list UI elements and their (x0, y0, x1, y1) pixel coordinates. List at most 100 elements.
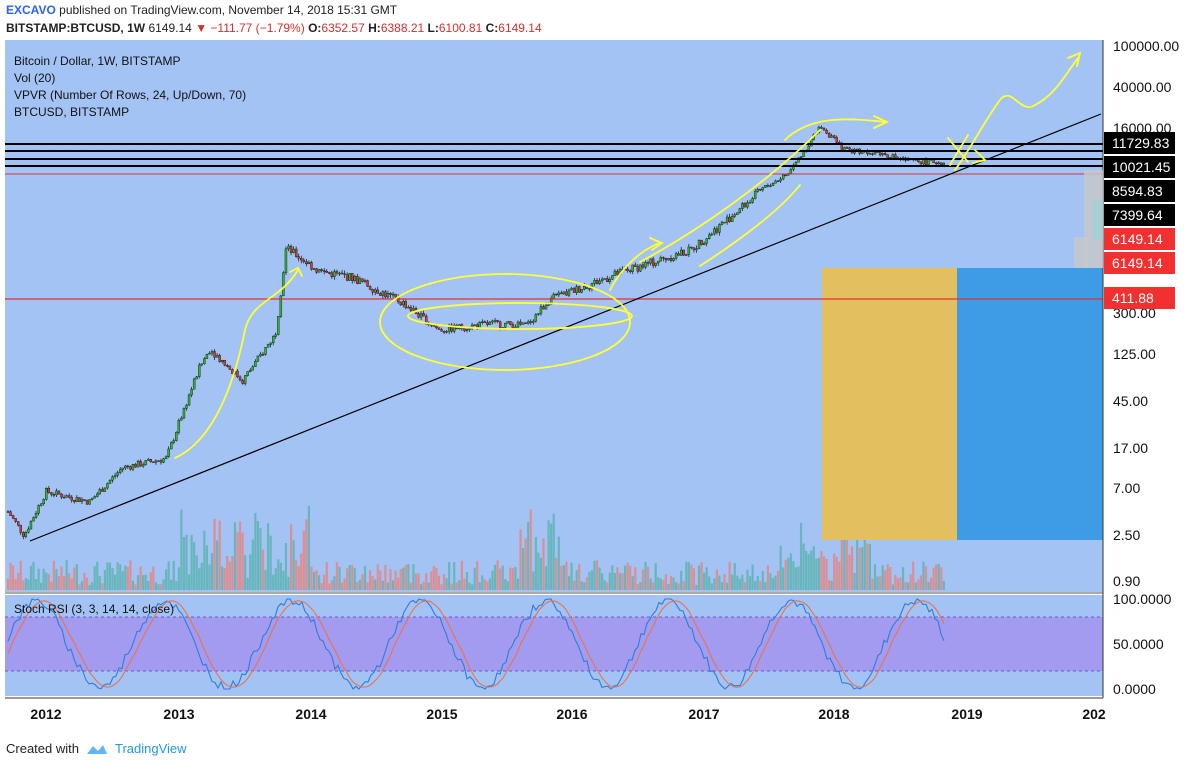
volume-bar (409, 582, 412, 590)
candle (121, 467, 124, 473)
volume-bar (167, 561, 170, 590)
volume-bar (417, 573, 420, 590)
candle (394, 293, 397, 299)
volume-bar (741, 574, 744, 590)
candle (486, 319, 489, 327)
legend-vpvr[interactable]: VPVR (Number Of Rows, 24, Up/Down, 70) (14, 88, 247, 102)
price-tag[interactable]: 6149.14 (1104, 228, 1175, 250)
volume-bar (119, 564, 122, 590)
price-tag-label: 11729.83 (1112, 135, 1170, 151)
price-tag[interactable]: 11729.83 (1104, 132, 1175, 154)
candle (147, 457, 150, 461)
candle (14, 518, 17, 523)
candle (695, 245, 698, 253)
volume-bar (524, 538, 527, 590)
price-tick-label: 17.00 (1113, 440, 1148, 456)
price-tag-label: 8594.83 (1112, 183, 1163, 199)
symbol-name[interactable]: BITSTAMP:BTCUSD, 1W (6, 21, 146, 35)
volume-bar (412, 564, 415, 590)
volume-bar (565, 561, 568, 590)
candle (639, 264, 642, 272)
volume-bar (784, 559, 787, 590)
candle (412, 305, 415, 312)
candle (593, 277, 596, 287)
legend-stoch[interactable]: Stoch RSI (3, 3, 14, 14, close) (14, 602, 175, 616)
candle (741, 201, 744, 212)
volume-bar (499, 568, 502, 590)
candle (169, 441, 173, 450)
volume-bar (580, 581, 583, 590)
volume-bar (511, 568, 514, 590)
volume-bar (491, 570, 494, 590)
volume-bar (223, 568, 226, 590)
price-tag[interactable]: 7399.64 (1104, 204, 1175, 226)
candle (697, 239, 701, 250)
candle (598, 277, 601, 285)
price-tag[interactable]: 6149.14 (1104, 252, 1175, 274)
volume-bar (687, 562, 690, 590)
candle (521, 322, 525, 325)
volume-bar (583, 582, 586, 590)
candle (261, 351, 265, 357)
candle (825, 128, 828, 135)
volume-bar (22, 580, 25, 590)
annotation-projection-curve (954, 57, 1079, 171)
price-tag[interactable]: 10021.45 (1104, 156, 1175, 178)
volume-bar (876, 576, 879, 590)
volume-bar (402, 567, 405, 590)
candle (746, 200, 749, 209)
volume-bar (397, 577, 400, 590)
volume-bar (394, 570, 397, 590)
rsi-axis: 100.0000 50.0000 0.0000 (1113, 591, 1172, 697)
volume-bar (544, 566, 548, 590)
volume-bar (616, 567, 619, 590)
stoch-k-line (7, 598, 945, 690)
volume-bar (506, 581, 509, 590)
price-tick-label: 7.00 (1113, 480, 1140, 496)
volume-bar (746, 569, 749, 590)
volume-bar (789, 553, 792, 590)
candle (748, 199, 752, 204)
legend-title[interactable]: Bitcoin / Dollar, 1W, BITSTAMP (14, 54, 181, 68)
volume-bar (251, 539, 254, 590)
candle (192, 377, 196, 390)
volume-bar (685, 561, 688, 590)
volume-bar (483, 579, 486, 590)
volume-bar (664, 574, 667, 590)
candle (641, 261, 645, 270)
candle (101, 487, 104, 492)
volume-bar (231, 555, 234, 590)
candle (83, 499, 86, 502)
volume-bar (532, 571, 535, 590)
volume-bar (718, 575, 721, 590)
candle (687, 243, 691, 257)
candle (113, 472, 117, 480)
volume-bar (432, 565, 435, 590)
tradingview-brand[interactable]: TradingView (114, 741, 187, 756)
volume-bar (710, 583, 713, 590)
volume-bar (731, 574, 734, 590)
legend-vol[interactable]: Vol (20) (14, 71, 56, 85)
volume-bar (820, 551, 823, 590)
volume-bar (348, 565, 351, 590)
price-tag[interactable]: 8594.83 (1104, 180, 1175, 202)
candle (611, 275, 614, 280)
volume-bar (901, 567, 905, 590)
volume-bar (529, 509, 532, 590)
volume-bar (611, 565, 614, 590)
volume-bar (700, 562, 703, 590)
author-name[interactable]: EXCAVO (6, 3, 56, 17)
volume-bar (912, 561, 915, 590)
volume-bar (738, 578, 741, 590)
price-tag[interactable]: 411.88 (1104, 287, 1175, 309)
legend-compare[interactable]: BTCUSD, BITSTAMP (14, 105, 130, 119)
candle (389, 292, 392, 298)
volume-bar (624, 565, 627, 590)
low-label: L: (427, 21, 439, 35)
volume-bar (644, 561, 647, 590)
volume-bar (440, 584, 443, 590)
volume-bar (325, 562, 328, 590)
volume-bar (585, 577, 588, 590)
candle (141, 462, 145, 468)
